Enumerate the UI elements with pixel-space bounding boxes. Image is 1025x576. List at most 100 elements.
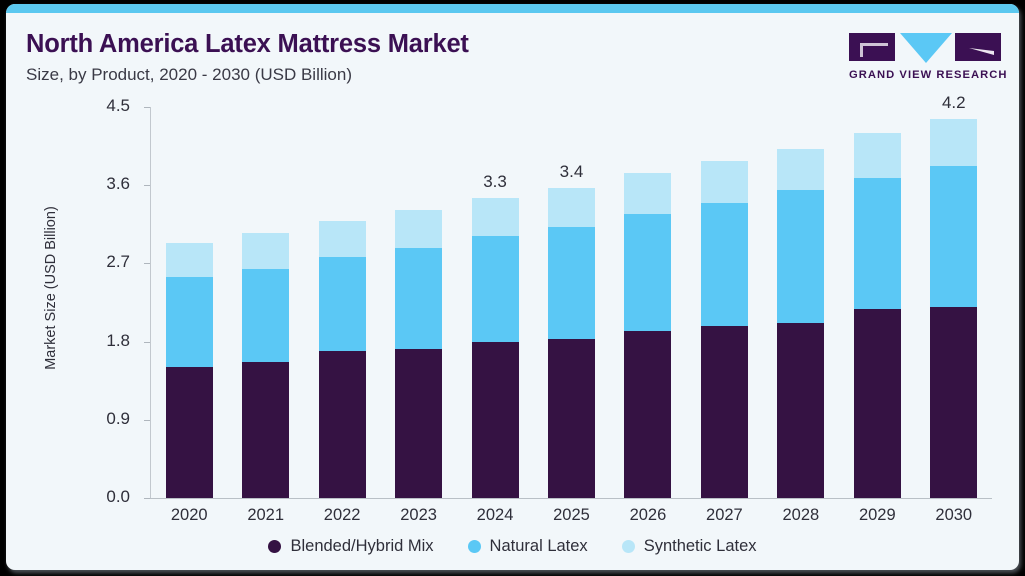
stacked-bar[interactable] — [853, 133, 901, 498]
bar-segment-synthetic[interactable] — [548, 187, 595, 227]
stacked-bar[interactable] — [548, 187, 595, 498]
logo-marks — [849, 31, 1001, 65]
bar-group[interactable] — [624, 107, 672, 498]
accent-top-stripe — [6, 4, 1019, 13]
bar-segment-blended[interactable] — [471, 342, 519, 498]
bar-segment-synthetic[interactable] — [242, 233, 290, 269]
bar-segment-natural[interactable] — [777, 190, 825, 323]
bar-group[interactable] — [165, 107, 213, 498]
bar-group[interactable]: 3.4 — [548, 107, 595, 498]
bar-segment-blended[interactable] — [242, 361, 290, 498]
logo-square-notch-icon — [849, 33, 895, 61]
bar-segment-blended[interactable] — [395, 349, 443, 498]
bar-segment-synthetic[interactable] — [700, 160, 748, 204]
logo-square-slash-icon — [955, 33, 1001, 61]
y-tick-label: 0.9 — [106, 408, 130, 428]
chart-header: North America Latex Mattress Market Size… — [6, 13, 1019, 85]
legend-item[interactable]: Synthetic Latex — [621, 537, 757, 556]
y-tick-mark — [144, 419, 151, 421]
bar-segment-natural[interactable] — [930, 166, 978, 307]
legend-dot-blended — [268, 540, 282, 553]
legend-label: Natural Latex — [489, 537, 588, 555]
legend-dot-natural — [467, 540, 481, 553]
plot-bars: 3.3 3.4 4.2 — [151, 93, 992, 498]
stacked-bar[interactable] — [165, 242, 213, 498]
y-tick-label: 3.6 — [106, 174, 130, 194]
bar-group[interactable] — [853, 107, 901, 498]
bar-segment-natural[interactable] — [853, 178, 901, 309]
stacked-bar[interactable] — [471, 198, 519, 498]
bar-segment-synthetic[interactable] — [777, 148, 825, 191]
stacked-bar[interactable] — [700, 160, 748, 498]
x-tick-label: 2024 — [476, 506, 514, 524]
bar-segment-natural[interactable] — [548, 226, 595, 339]
stacked-bar[interactable] — [930, 119, 978, 498]
y-tick-mark — [144, 263, 151, 265]
legend-item[interactable]: Blended/Hybrid Mix — [268, 537, 434, 556]
chart-title: North America Latex Mattress Market — [26, 30, 469, 58]
stacked-bar[interactable] — [395, 210, 443, 498]
bar-segment-blended[interactable] — [700, 325, 748, 498]
bar-segment-synthetic[interactable] — [930, 119, 978, 167]
bar-group[interactable] — [777, 107, 825, 498]
stacked-bar[interactable] — [624, 173, 672, 498]
bar-segment-synthetic[interactable] — [853, 133, 901, 179]
y-tick-mark — [144, 185, 151, 187]
legend-dot-synthetic — [621, 540, 635, 553]
bar-segment-natural[interactable] — [624, 213, 672, 332]
x-tick-label: 2029 — [858, 506, 896, 524]
bar-segment-natural[interactable] — [395, 247, 443, 350]
y-tick-label: 0.0 — [106, 487, 130, 506]
y-tick-mark — [144, 341, 151, 343]
bar-segment-synthetic[interactable] — [318, 220, 366, 258]
x-tick-label: 2022 — [323, 506, 361, 524]
bar-group[interactable]: 4.2 — [930, 93, 978, 498]
bar-segment-blended[interactable] — [777, 322, 825, 498]
legend-item[interactable]: Natural Latex — [467, 537, 588, 556]
bar-segment-synthetic[interactable] — [165, 242, 213, 278]
bar-group[interactable] — [318, 107, 366, 498]
bar-segment-synthetic[interactable] — [624, 173, 672, 214]
stacked-bar[interactable] — [777, 148, 825, 498]
bar-segment-synthetic[interactable] — [471, 198, 519, 237]
chart-subtitle: Size, by Product, 2020 - 2030 (USD Billi… — [26, 65, 352, 84]
logo-slash-detail — [969, 48, 994, 55]
bar-segment-blended[interactable] — [930, 306, 978, 498]
brand-logo: GRAND VIEW RESEARCH — [849, 31, 1008, 87]
bar-segment-blended[interactable] — [548, 339, 595, 498]
bar-segment-synthetic[interactable] — [395, 210, 443, 248]
bar-group[interactable] — [700, 107, 748, 498]
y-axis-line — [150, 107, 151, 499]
bar-group[interactable] — [242, 107, 290, 498]
stacked-bar[interactable] — [318, 220, 366, 498]
x-tick-label: 2026 — [629, 506, 667, 524]
y-tick-mark — [144, 107, 151, 108]
stacked-bar[interactable] — [242, 233, 290, 498]
bar-segment-natural[interactable] — [700, 203, 748, 326]
x-tick-label: 2030 — [935, 506, 973, 524]
x-tick-label: 2028 — [782, 506, 820, 524]
bar-segment-blended[interactable] — [853, 308, 901, 498]
bar-segment-natural[interactable] — [242, 268, 290, 362]
y-tick-label: 2.7 — [106, 252, 130, 272]
bar-segment-natural[interactable] — [165, 277, 213, 367]
logo-notch-detail — [860, 43, 888, 57]
logo-wordmark: GRAND VIEW RESEARCH — [849, 69, 1008, 81]
bar-segment-natural[interactable] — [318, 257, 366, 352]
bar-segment-blended[interactable] — [165, 366, 213, 498]
y-tick-mark — [144, 498, 151, 499]
y-tick-label: 4.5 — [106, 96, 130, 115]
logo-triangle-icon — [900, 33, 952, 63]
bar-group[interactable]: 3.3 — [471, 107, 519, 498]
bar-segment-blended[interactable] — [624, 331, 672, 498]
x-tick-label: 2025 — [553, 506, 590, 524]
bar-group[interactable] — [395, 107, 443, 498]
chart-card: North America Latex Mattress Market Size… — [6, 4, 1019, 570]
x-tick-label: 2020 — [170, 506, 208, 524]
bar-segment-blended[interactable] — [318, 351, 366, 498]
bar-value-label: 4.2 — [941, 93, 966, 113]
legend-label: Blended/Hybrid Mix — [290, 537, 434, 555]
bar-segment-natural[interactable] — [471, 236, 519, 343]
x-tick-label: 2023 — [400, 506, 437, 524]
